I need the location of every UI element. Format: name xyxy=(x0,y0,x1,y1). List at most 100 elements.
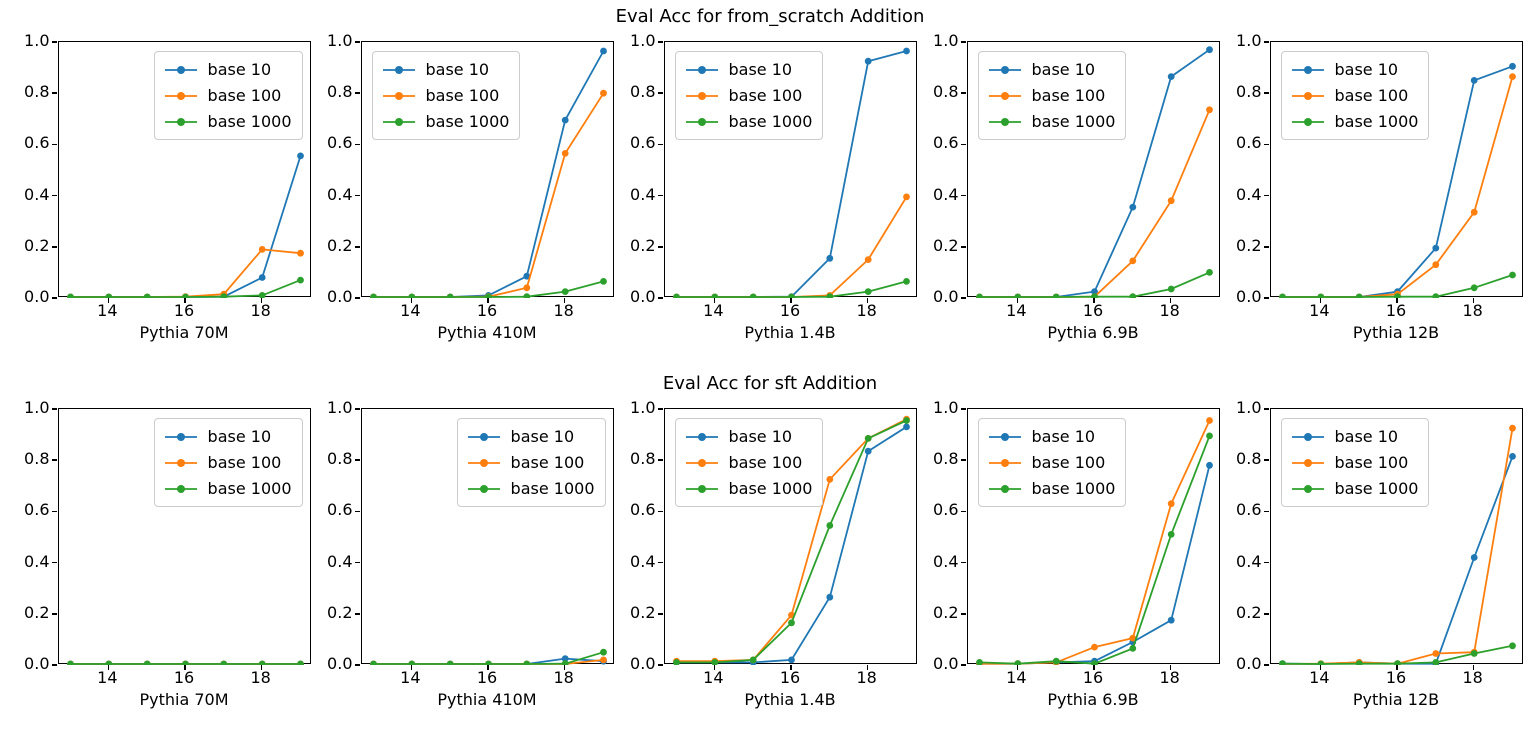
legend: base 10 base 100 base 1000 xyxy=(153,418,303,507)
x-tick-label: 16 xyxy=(1082,668,1104,687)
y-tick-label: 0.6 xyxy=(327,500,353,520)
legend-label: base 100 xyxy=(1031,453,1106,472)
legend-label: base 10 xyxy=(728,60,793,79)
plot-canvas xyxy=(369,648,607,665)
y-tick-label: 0.4 xyxy=(933,551,959,571)
legend-item-base-10: base 10 xyxy=(685,58,813,81)
legend-marker-base-100 xyxy=(164,91,197,100)
data-point-base-1000 xyxy=(219,660,227,665)
legend-item-base-10: base 10 xyxy=(382,58,510,81)
y-tick-label: 0.8 xyxy=(327,82,353,102)
x-axis-label: Pythia 70M xyxy=(139,323,229,342)
x-axis-label: Pythia 410M xyxy=(437,323,537,342)
x-tick-mark xyxy=(563,665,566,670)
legend-marker-base-100 xyxy=(382,91,415,100)
data-point-base-1000 xyxy=(446,293,454,298)
plot-column: base 10 base 100 base 1000 14 16 18 Pythia 1.4… xyxy=(657,41,917,345)
data-point-base-100 xyxy=(1167,500,1175,508)
y-tick-label: 0.6 xyxy=(1236,133,1262,153)
x-axis-tick-labels: 14 16 18 xyxy=(967,664,1220,688)
legend: base 10 base 100 base 1000 xyxy=(674,51,824,140)
y-tick-mark xyxy=(354,408,360,410)
data-point-base-1000 xyxy=(825,293,833,298)
y-tick-mark xyxy=(657,510,663,513)
subplot-pythia-70m-0: 0.0 0.2 0.4 0.6 0.8 1.0 base 10 base 100 base 10… xyxy=(18,32,311,345)
x-tick-label: 18 xyxy=(250,668,271,687)
data-point-base-10 xyxy=(825,254,833,262)
x-axis-label: Pythia 12B xyxy=(1352,323,1440,342)
legend-marker-base-1000 xyxy=(382,117,415,126)
x-tick-label: 16 xyxy=(779,301,801,320)
legend-item-base-1000: base 1000 xyxy=(988,110,1115,133)
y-tick-label: 0.8 xyxy=(1236,449,1262,469)
x-tick-label: 14 xyxy=(703,668,724,687)
data-point-base-10 xyxy=(599,47,607,55)
plot-canvas xyxy=(975,417,1213,665)
y-tick-mark xyxy=(51,459,57,461)
data-point-base-1000 xyxy=(672,293,680,298)
plot-canvas xyxy=(1278,62,1516,298)
subplot-pythia-6-9b-0: 0.0 0.2 0.4 0.6 0.8 1.0 base 10 base 100 base 10… xyxy=(927,32,1220,345)
data-point-base-1000 xyxy=(1205,269,1213,276)
data-point-base-1000 xyxy=(258,660,266,665)
y-tick-mark xyxy=(1263,561,1269,564)
x-tick-mark xyxy=(184,298,186,303)
y-tick-mark xyxy=(657,297,663,299)
legend-label: base 10 xyxy=(1031,427,1096,446)
data-point-base-100 xyxy=(1431,650,1439,657)
y-tick-mark xyxy=(1263,92,1269,94)
legend-label: base 1000 xyxy=(510,479,595,498)
x-axis-tick-labels: 14 16 18 xyxy=(664,297,917,321)
series-line-base-10 xyxy=(70,155,301,298)
y-tick-label: 0.6 xyxy=(1236,500,1262,520)
y-tick-mark xyxy=(1263,408,1269,410)
y-tick-mark xyxy=(960,459,966,461)
y-tick-label: 0.8 xyxy=(327,449,353,469)
x-tick-label: 14 xyxy=(400,301,421,320)
y-axis-tick-labels: 0.0 0.2 0.4 0.6 0.8 1.0 xyxy=(18,399,58,673)
legend-marker-base-1000 xyxy=(988,484,1021,493)
data-point-base-1000 xyxy=(66,660,74,665)
x-tick-label: 16 xyxy=(1082,301,1104,320)
data-point-base-10 xyxy=(561,116,569,124)
subplot-pythia-70m-1: 0.0 0.2 0.4 0.6 0.8 1.0 base 10 base 100 base 10… xyxy=(18,399,311,712)
legend-marker-base-100 xyxy=(164,458,197,467)
legend-label: base 10 xyxy=(1334,60,1399,79)
legend-marker-base-10 xyxy=(685,432,718,441)
y-tick-label: 0.4 xyxy=(1236,551,1262,571)
data-point-base-1000 xyxy=(864,288,872,295)
y-tick-label: 0.6 xyxy=(24,133,50,153)
y-tick-mark xyxy=(960,510,966,513)
legend-label: base 10 xyxy=(425,60,490,79)
x-axis-tick-labels: 14 16 18 xyxy=(664,664,917,688)
y-tick-mark xyxy=(51,194,57,197)
plot-row-from-scratch: 0.0 0.2 0.4 0.6 0.8 1.0 base 10 base 100 base 10… xyxy=(2,32,1538,345)
x-axis-label: Pythia 12B xyxy=(1352,690,1440,709)
y-tick-mark xyxy=(354,510,360,513)
data-point-base-1000 xyxy=(864,435,872,442)
y-tick-label: 1.0 xyxy=(327,31,353,50)
data-point-base-1000 xyxy=(1470,284,1478,292)
x-tick-label: 14 xyxy=(1006,301,1027,320)
y-tick-label: 0.8 xyxy=(24,449,50,469)
x-tick-label: 14 xyxy=(97,301,118,320)
data-point-base-100 xyxy=(599,656,607,664)
series-base-1000 xyxy=(672,417,910,665)
legend: base 10 base 100 base 1000 xyxy=(674,418,824,507)
data-point-base-10 xyxy=(1205,461,1213,469)
data-point-base-1000 xyxy=(369,293,377,298)
x-tick-mark xyxy=(866,665,869,670)
legend-item-base-1000: base 1000 xyxy=(1291,477,1418,500)
y-tick-label: 0.8 xyxy=(630,449,656,469)
series-base-1000 xyxy=(369,648,607,665)
y-tick-label: 0.4 xyxy=(630,551,656,571)
y-tick-mark xyxy=(51,143,57,146)
data-point-base-10 xyxy=(1167,73,1175,80)
legend-item-base-10: base 10 xyxy=(164,58,292,81)
y-tick-label: 0.2 xyxy=(933,235,959,255)
data-point-base-1000 xyxy=(296,660,304,665)
y-tick-label: 0.8 xyxy=(933,82,959,102)
y-tick-label: 1.0 xyxy=(630,31,656,50)
data-point-base-1000 xyxy=(1090,293,1098,298)
y-tick-mark xyxy=(657,194,663,197)
